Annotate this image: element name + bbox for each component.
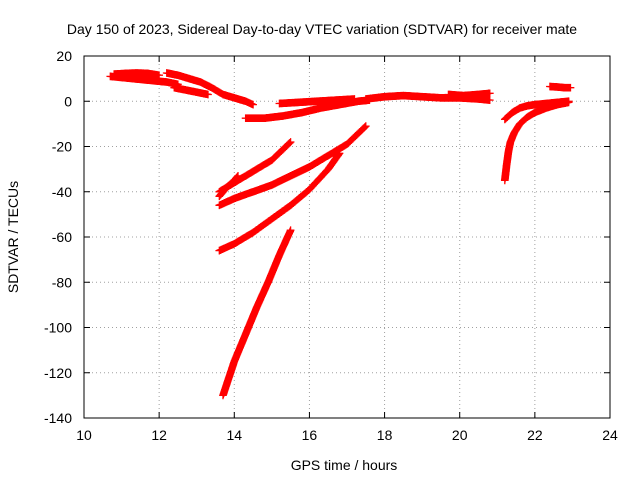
data-point-markers [275, 95, 359, 108]
series-arc-o [500, 97, 573, 124]
data-point-markers [110, 69, 163, 80]
y-tick-label: -20 [52, 139, 72, 155]
x-tick-label: 24 [602, 427, 618, 443]
y-tick-label: 0 [64, 93, 72, 109]
series-arc-e [241, 96, 374, 123]
series-arc-d [170, 83, 212, 99]
series-arc-m [219, 226, 295, 400]
x-tick-label: 12 [151, 427, 167, 443]
data-point-markers [546, 82, 575, 92]
data-point-markers [215, 149, 344, 255]
data-points [106, 69, 575, 400]
series-arc-c [162, 69, 257, 109]
series-arc-p [546, 82, 575, 92]
y-tick-label: -80 [52, 274, 72, 290]
data-point-markers [219, 226, 295, 400]
chart-title: Day 150 of 2023, Sidereal Day-to-day VTE… [67, 21, 577, 37]
x-tick-label: 10 [76, 427, 92, 443]
series-arc-b [110, 69, 163, 80]
series-arc-f [275, 95, 359, 108]
data-point-markers [241, 96, 374, 123]
y-tick-label: -40 [52, 184, 72, 200]
series-arc-l [215, 149, 344, 255]
x-tick-label: 22 [527, 427, 543, 443]
data-point-markers [444, 89, 494, 100]
x-axis-ticks: 10 12 14 16 18 20 22 24 [76, 56, 618, 443]
y-tick-label: 20 [56, 48, 72, 64]
y-tick-label: -120 [44, 365, 72, 381]
series-arc-k [215, 122, 370, 210]
x-tick-label: 16 [302, 427, 318, 443]
y-tick-label: -140 [44, 410, 72, 426]
gridlines [84, 56, 610, 418]
y-tick-label: -100 [44, 320, 72, 336]
x-tick-label: 18 [377, 427, 393, 443]
data-point-markers [170, 83, 212, 99]
data-point-markers [162, 69, 257, 109]
series-arc-j [215, 138, 295, 196]
series-arc-h [444, 89, 494, 100]
y-axis-label: SDTVAR / TECUs [5, 181, 21, 293]
x-axis-label: GPS time / hours [291, 457, 398, 473]
data-point-markers [500, 97, 573, 124]
y-tick-label: -60 [52, 229, 72, 245]
x-tick-label: 14 [226, 427, 242, 443]
data-point-markers [215, 122, 370, 210]
x-tick-label: 20 [452, 427, 468, 443]
plot-frame [83, 55, 611, 419]
data-point-markers [215, 138, 295, 196]
y-axis-ticks: -140 -120 -100 -80 -60 -40 -20 0 20 [44, 48, 610, 426]
